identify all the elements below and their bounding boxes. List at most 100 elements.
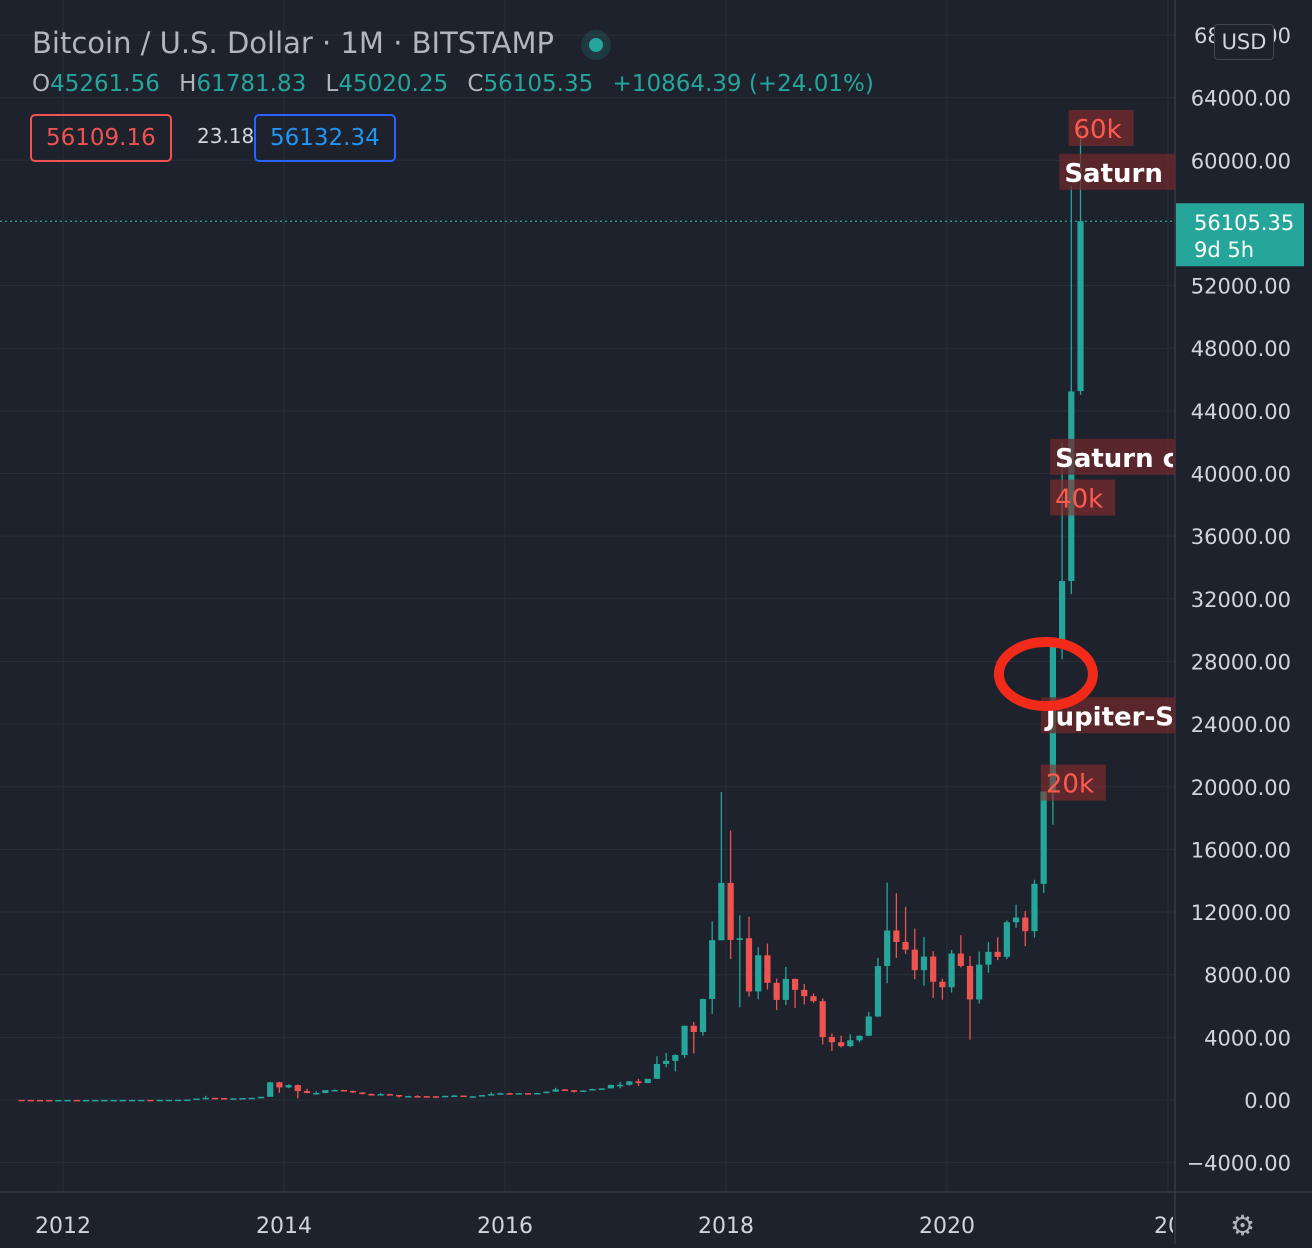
candle xyxy=(856,1035,863,1043)
candle-body xyxy=(119,1099,126,1102)
candle-body xyxy=(239,1097,246,1100)
annotation-bg xyxy=(1059,153,1175,190)
candle xyxy=(994,937,1001,961)
candle-body xyxy=(1022,917,1029,932)
candle-body xyxy=(1031,883,1038,932)
candle xyxy=(828,1033,835,1051)
time-axis[interactable]: 2012 2014 2016 2018 2020 20 xyxy=(35,1214,1182,1239)
buy-button[interactable]: 56132.34 xyxy=(254,114,396,162)
high-value: 61781.83 xyxy=(196,71,307,97)
candle-body xyxy=(73,1099,80,1102)
candle xyxy=(110,1099,117,1102)
candle xyxy=(165,1099,172,1102)
candle-body xyxy=(893,930,900,942)
candle-body xyxy=(432,1096,440,1098)
price-tick-label: 64000.00 xyxy=(1191,87,1291,111)
price-tag-price: 56105.35 xyxy=(1194,211,1294,235)
candle xyxy=(626,1081,633,1086)
candle xyxy=(184,1099,191,1101)
candle xyxy=(745,916,753,997)
candle-body xyxy=(690,1025,697,1033)
candle-body xyxy=(552,1089,559,1092)
candle-body xyxy=(147,1099,154,1102)
candle xyxy=(598,1088,605,1090)
candle xyxy=(884,882,891,984)
candle-body xyxy=(847,1040,854,1047)
candle-body xyxy=(396,1094,403,1097)
candle xyxy=(497,1092,504,1095)
candle-body xyxy=(497,1093,504,1095)
candle xyxy=(1031,879,1038,938)
annotation-text: Saturn cr xyxy=(1055,444,1191,474)
candle-body xyxy=(985,951,992,965)
settings-gear-icon[interactable]: ⚙ xyxy=(1230,1209,1256,1242)
spread-value: 23.18 xyxy=(197,124,255,148)
candle xyxy=(469,1096,476,1098)
candle-body xyxy=(911,949,918,971)
candle-body xyxy=(257,1096,265,1099)
candle xyxy=(727,830,734,960)
candles xyxy=(18,132,1084,1102)
price-tick-label: 40000.00 xyxy=(1191,463,1291,487)
candle-body xyxy=(156,1099,163,1102)
highlight-ellipse xyxy=(993,636,1098,711)
candle-body xyxy=(138,1099,145,1102)
candle-body xyxy=(313,1092,320,1095)
close-key: C xyxy=(467,71,484,97)
price-tick-label: 12000.00 xyxy=(1191,901,1291,925)
candle-body xyxy=(331,1089,338,1092)
low-value: 45020.25 xyxy=(338,71,449,97)
candle-body xyxy=(442,1095,449,1098)
candle-body xyxy=(128,1099,136,1102)
sell-button[interactable]: 56109.16 xyxy=(30,114,172,162)
candle xyxy=(276,1081,283,1093)
candle-body xyxy=(819,1001,826,1038)
annotation-label: Saturn c xyxy=(1059,153,1175,190)
candle-body xyxy=(359,1092,366,1094)
candle xyxy=(506,1092,513,1095)
candle xyxy=(515,1093,522,1095)
candle xyxy=(340,1089,347,1092)
open-key: O xyxy=(32,71,51,97)
candle xyxy=(801,983,808,1005)
candle-body xyxy=(478,1095,486,1097)
candle-body xyxy=(635,1081,642,1084)
candle xyxy=(303,1088,311,1094)
annotation-bg xyxy=(1050,479,1116,516)
candle-body xyxy=(672,1055,679,1061)
candle xyxy=(819,998,826,1045)
candle-body xyxy=(681,1025,688,1056)
symbol-name: Bitcoin / U.S. Dollar xyxy=(32,26,313,60)
candle xyxy=(552,1087,559,1092)
candle xyxy=(690,1022,697,1054)
candle-body xyxy=(828,1037,835,1043)
price-tick-label: 28000.00 xyxy=(1191,650,1291,674)
candle xyxy=(847,1034,854,1048)
candle-body xyxy=(18,1099,25,1102)
candle-body xyxy=(524,1093,532,1095)
candle xyxy=(791,978,799,1008)
candle xyxy=(1040,791,1047,894)
candle xyxy=(755,947,762,1000)
candle-body xyxy=(589,1089,596,1091)
candle-body xyxy=(994,951,1001,957)
candle-body xyxy=(221,1097,228,1100)
candle-body xyxy=(175,1099,182,1102)
candle xyxy=(663,1053,670,1068)
candle-body xyxy=(285,1085,292,1088)
candle xyxy=(1022,910,1029,947)
price-tag-countdown: 9d 5h xyxy=(1194,238,1254,262)
candle xyxy=(699,998,707,1036)
candle-body xyxy=(248,1097,255,1100)
candle-body xyxy=(902,941,909,950)
high-key: H xyxy=(179,71,197,97)
symbol-header[interactable]: Bitcoin / U.S. Dollar · 1M · BITSTAMP xyxy=(32,26,604,60)
candle xyxy=(211,1097,219,1100)
currency-button[interactable]: USD xyxy=(1214,24,1274,60)
price-axis[interactable]: −4000.00 0.00 4000.00 8000.00 12000.00 16000.… xyxy=(1187,24,1291,1176)
candle xyxy=(1012,904,1020,928)
candle-body xyxy=(276,1082,283,1088)
